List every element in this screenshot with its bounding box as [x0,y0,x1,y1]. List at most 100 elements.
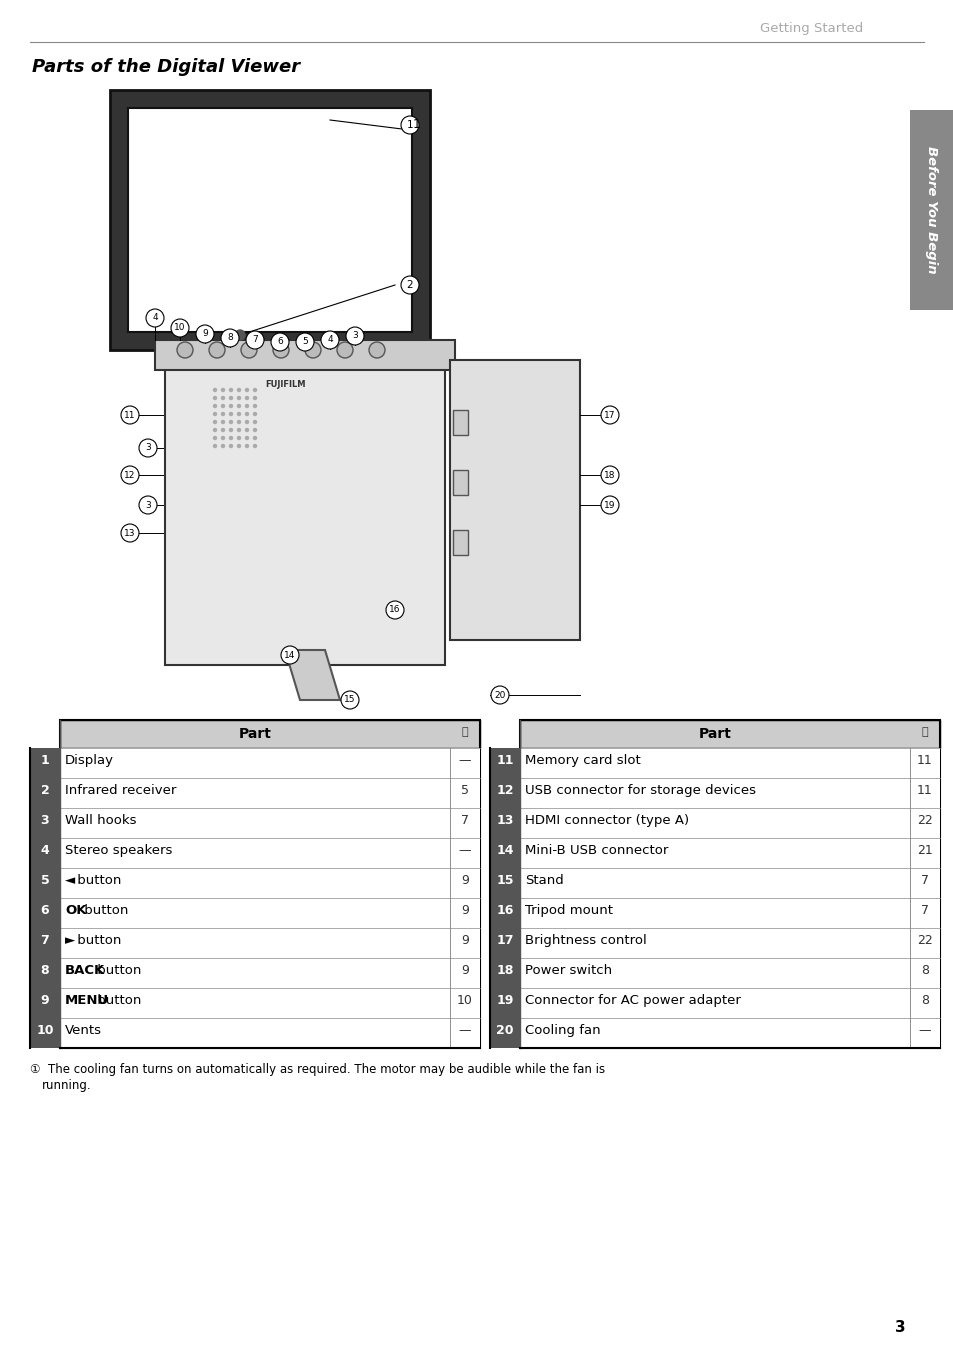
Text: Mini-B USB connector: Mini-B USB connector [524,844,668,857]
Text: HDMI connector (type A): HDMI connector (type A) [524,814,688,827]
Bar [30,1018,60,1048]
Circle shape [245,405,248,408]
Bar [519,720,939,747]
Text: 9: 9 [460,964,469,978]
Text: 19: 19 [496,994,513,1007]
Bar [450,868,479,898]
Text: 10: 10 [36,1024,53,1037]
Text: 13: 13 [496,814,513,827]
Text: button: button [73,934,122,946]
Bar [490,868,519,898]
Bar [909,1018,939,1048]
Circle shape [221,444,224,448]
Text: 20: 20 [494,691,505,700]
Bar [60,808,450,838]
Bar [490,988,519,1018]
Circle shape [253,421,256,424]
Text: button: button [92,964,141,978]
Bar [128,108,412,332]
Text: 6: 6 [41,904,50,917]
Text: 12: 12 [496,784,514,798]
Circle shape [346,328,364,345]
Circle shape [281,646,298,663]
Text: 📖: 📖 [461,727,468,737]
Text: 3: 3 [352,332,357,340]
Bar [450,1018,479,1048]
Text: Part: Part [698,727,731,741]
Circle shape [237,428,240,432]
Circle shape [273,343,289,357]
Circle shape [237,436,240,440]
Circle shape [320,330,338,349]
Circle shape [230,444,233,448]
Bar [453,529,468,555]
Circle shape [213,397,216,399]
Circle shape [230,405,233,408]
Bar [519,868,909,898]
Bar [450,898,479,927]
Circle shape [400,276,418,294]
Bar [254,375,355,395]
Bar [519,838,909,868]
Text: 19: 19 [603,501,615,509]
Circle shape [369,343,385,357]
Bar [60,898,450,927]
Circle shape [221,428,224,432]
Text: button: button [80,904,129,917]
Circle shape [221,397,224,399]
Text: Vents: Vents [65,1024,102,1037]
Bar [450,747,479,779]
Circle shape [245,413,248,416]
Text: 7: 7 [41,934,50,946]
Text: 7: 7 [920,904,928,917]
Text: 14: 14 [496,844,514,857]
Circle shape [253,444,256,448]
Bar [154,340,455,370]
Circle shape [139,439,157,458]
Text: Parts of the Digital Viewer: Parts of the Digital Viewer [32,58,300,76]
Bar [909,838,939,868]
Text: 3: 3 [145,501,151,509]
Circle shape [253,389,256,391]
Bar [450,779,479,808]
Text: 9: 9 [41,994,50,1007]
Circle shape [171,320,189,337]
Bar [30,838,60,868]
Text: 3: 3 [41,814,50,827]
Bar [909,988,939,1018]
Circle shape [230,421,233,424]
Circle shape [230,413,233,416]
Text: 5: 5 [460,784,469,798]
Bar [450,927,479,959]
Bar [60,927,450,959]
Text: button: button [73,873,122,887]
Bar [450,959,479,988]
Text: 2: 2 [41,784,50,798]
Text: 11: 11 [916,754,932,766]
Bar [490,779,519,808]
Text: 8: 8 [920,994,928,1007]
Text: 4: 4 [41,844,50,857]
Text: 7: 7 [252,336,257,344]
Text: 7: 7 [460,814,469,827]
Text: 10: 10 [174,324,186,333]
Circle shape [237,413,240,416]
Bar [909,927,939,959]
Bar [450,808,479,838]
Text: Before You Begin: Before You Begin [924,146,938,274]
Circle shape [234,330,245,340]
Bar [450,360,579,640]
Text: Cooling fan: Cooling fan [524,1024,600,1037]
Text: —: — [458,1024,471,1037]
Bar [490,898,519,927]
Text: Power switch: Power switch [524,964,612,978]
Bar [30,898,60,927]
Bar [30,988,60,1018]
Circle shape [213,389,216,391]
Text: Stand: Stand [524,873,563,887]
Text: Brightness control: Brightness control [524,934,646,946]
Text: 3: 3 [145,444,151,452]
Circle shape [146,309,164,328]
Bar [60,868,450,898]
Circle shape [237,397,240,399]
